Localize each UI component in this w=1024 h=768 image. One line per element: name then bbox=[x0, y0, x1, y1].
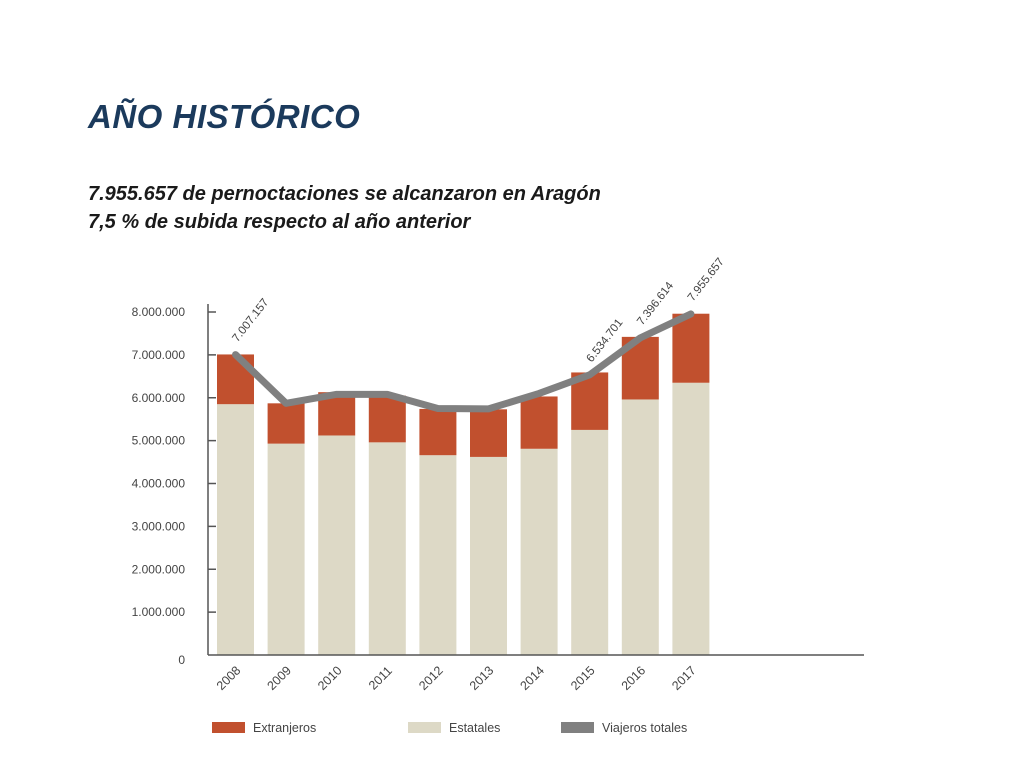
data-label-2008: 7.007.157 bbox=[230, 297, 271, 345]
bar-estatales-2014 bbox=[520, 448, 558, 655]
legend-label-estatales: Estatales bbox=[449, 721, 500, 735]
x-tick-label-2012: 2012 bbox=[416, 663, 446, 693]
y-tick-label-0: 0 bbox=[178, 653, 185, 667]
bar-extranjeros-2011 bbox=[368, 395, 406, 443]
bar-extranjeros-2014 bbox=[520, 396, 558, 449]
y-tick-label-2.000.000: 2.000.000 bbox=[132, 562, 186, 576]
x-tick-label-2014: 2014 bbox=[517, 663, 547, 693]
bar-estatales-2017 bbox=[672, 382, 710, 655]
y-tick-label-8.000.000: 8.000.000 bbox=[132, 305, 186, 319]
data-label-2015: 6.534.701 bbox=[585, 317, 626, 365]
bar-estatales-2010 bbox=[318, 435, 356, 655]
bar-estatales-2009 bbox=[267, 443, 305, 655]
bar-estatales-2016 bbox=[621, 399, 659, 655]
legend-label-extranjeros: Extranjeros bbox=[253, 721, 316, 735]
page-title: AÑO HISTÓRICO bbox=[88, 98, 361, 135]
y-tick-label-5.000.000: 5.000.000 bbox=[132, 434, 186, 448]
y-tick-label-3.000.000: 3.000.000 bbox=[132, 519, 186, 533]
subtitle-line-2: 7,5 % de subida respecto al año anterior bbox=[88, 211, 471, 233]
x-tick-label-2015: 2015 bbox=[568, 663, 598, 693]
legend-swatch-extranjeros bbox=[212, 722, 245, 733]
bar-extranjeros-2017 bbox=[672, 313, 710, 383]
legend-swatch-estatales bbox=[408, 722, 441, 733]
y-tick-label-7.000.000: 7.000.000 bbox=[132, 348, 186, 362]
data-label-2017: 7.955.657 bbox=[686, 256, 727, 304]
x-tick-label-2016: 2016 bbox=[619, 663, 649, 693]
x-tick-label-2013: 2013 bbox=[467, 663, 497, 693]
x-tick-label-2017: 2017 bbox=[669, 663, 699, 693]
bar-extranjeros-2008 bbox=[217, 354, 254, 405]
bar-extranjeros-2009 bbox=[267, 403, 305, 444]
x-tick-label-2011: 2011 bbox=[366, 664, 395, 693]
line-viajeros-totales bbox=[232, 310, 695, 413]
bar-extranjeros-2013 bbox=[470, 409, 507, 457]
subtitle-line-1: 7.955.657 de pernoctaciones se alcanzaro… bbox=[88, 183, 601, 205]
y-tick-label-1.000.000: 1.000.000 bbox=[132, 605, 186, 619]
bar-estatales-2011 bbox=[368, 442, 406, 655]
x-tick-label-2008: 2008 bbox=[214, 663, 244, 693]
legend-label-viajeros-totales: Viajeros totales bbox=[602, 721, 687, 735]
bar-estatales-2015 bbox=[571, 429, 609, 655]
x-tick-label-2010: 2010 bbox=[315, 663, 345, 693]
y-tick-label-4.000.000: 4.000.000 bbox=[132, 477, 186, 491]
y-tick-label-6.000.000: 6.000.000 bbox=[132, 391, 186, 405]
bar-estatales-2012 bbox=[419, 455, 457, 655]
bar-estatales-2013 bbox=[470, 456, 507, 655]
bar-estatales-2008 bbox=[217, 404, 254, 655]
x-tick-label-2009: 2009 bbox=[264, 663, 294, 693]
bar-extranjeros-2012 bbox=[419, 408, 457, 456]
legend-swatch-viajeros-totales bbox=[561, 722, 594, 733]
